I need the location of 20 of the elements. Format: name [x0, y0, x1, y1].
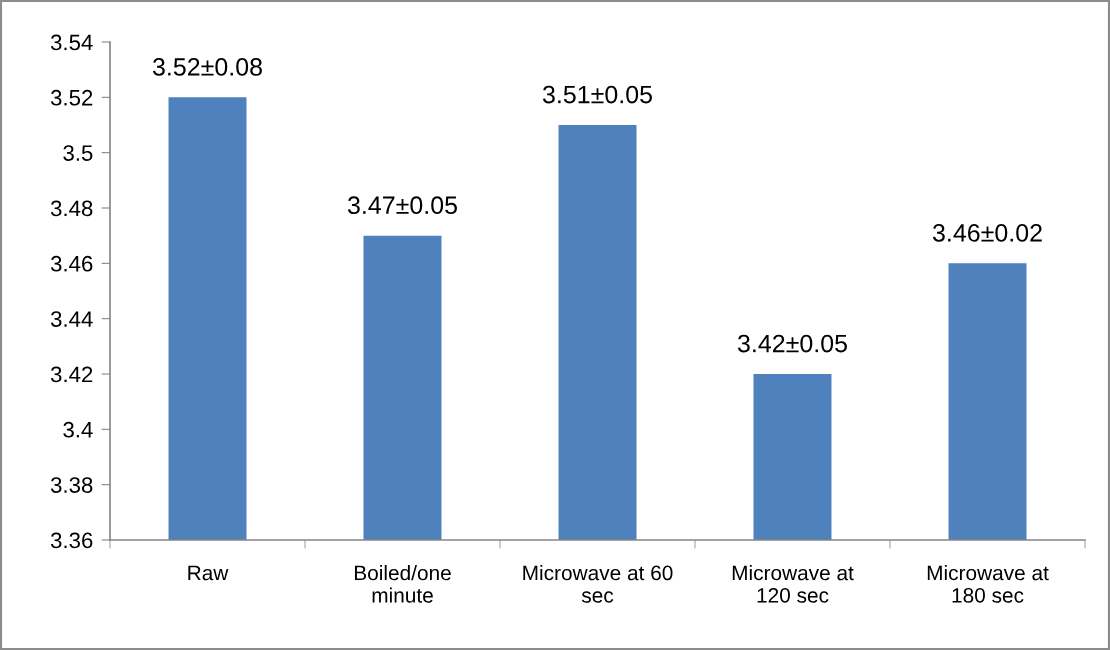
- y-tick-label: 3.42: [50, 366, 93, 383]
- data-label: 3.51±0.05: [542, 85, 652, 104]
- y-tick-label: 3.54: [50, 34, 93, 51]
- y-tick-label: 3.46: [50, 255, 93, 272]
- data-label: 3.46±0.02: [932, 224, 1042, 242]
- x-tick-label: Microwave at 120 sec: [732, 565, 854, 603]
- y-tick-label: 3.4: [63, 421, 93, 438]
- x-tick-label: Microwave at 180 sec: [927, 565, 1049, 603]
- data-label: 3.42±0.05: [737, 334, 847, 353]
- y-tick-label: 3.36: [50, 532, 93, 549]
- y-tick-label: 3.48: [50, 200, 93, 217]
- y-tick-label: 3.52: [50, 89, 93, 106]
- data-label: 3.52±0.08: [152, 58, 262, 76]
- x-tick-label: Raw: [188, 565, 229, 581]
- y-tick-label: 3.44: [50, 311, 93, 327]
- x-tick-label: Boiled/one minute: [354, 565, 451, 603]
- x-tick-label: Microwave at 60 sec: [523, 565, 673, 603]
- data-label: 3.47±0.05: [347, 196, 457, 215]
- y-tick-label: 3.38: [50, 477, 93, 493]
- y-tick-label: 3.5: [63, 145, 93, 161]
